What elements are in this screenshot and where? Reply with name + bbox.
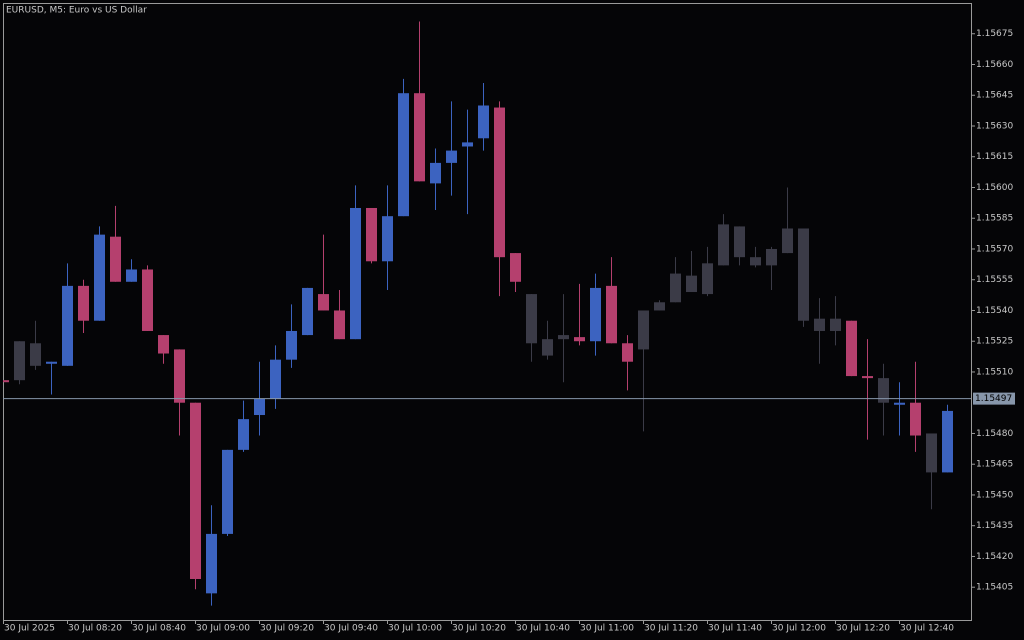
y-tick-label: 1.15585	[976, 214, 1013, 224]
candle-body	[478, 105, 489, 139]
y-tick-label: 1.15405	[976, 583, 1013, 593]
y-tick-label: 1.15555	[976, 275, 1013, 285]
candle-body	[206, 533, 217, 594]
candle-body	[910, 402, 921, 436]
y-tick-label: 1.15615	[976, 152, 1013, 162]
x-tick-label: 30 Jul 11:20	[644, 624, 698, 634]
candle-body	[286, 330, 297, 360]
candle-body	[94, 234, 105, 321]
x-tick-label: 30 Jul 10:20	[452, 624, 506, 634]
candle-body	[446, 150, 457, 163]
candle-body	[174, 349, 185, 403]
candle-body	[142, 269, 153, 331]
candle-body	[222, 449, 233, 534]
plot-border	[3, 3, 972, 621]
candle-body	[62, 285, 73, 366]
candle-body	[398, 93, 409, 217]
candle-body	[686, 275, 697, 293]
candle-body	[638, 310, 649, 350]
x-tick-label: 30 Jul 12:20	[836, 624, 890, 634]
candle-body	[110, 236, 121, 282]
candle-body	[830, 318, 841, 331]
candle-body	[46, 361, 57, 364]
candle-body	[814, 318, 825, 331]
current-price-label: 1.15497	[975, 394, 1012, 404]
candle-body	[366, 207, 377, 262]
y-tick-label: 1.15675	[976, 29, 1013, 39]
candle-body	[302, 287, 313, 336]
y-tick-label: 1.15465	[976, 460, 1013, 470]
candle-body	[350, 207, 361, 340]
candle-body	[894, 402, 905, 405]
candle-body	[494, 107, 505, 258]
x-tick-label: 30 Jul 12:00	[772, 624, 826, 634]
x-tick-label: 30 Jul 2025	[4, 624, 55, 634]
candle-body	[702, 263, 713, 295]
candle-body	[734, 226, 745, 258]
candle-body	[462, 142, 473, 147]
candle-body	[382, 216, 393, 262]
candle-body	[270, 359, 281, 399]
y-tick-label: 1.15420	[976, 552, 1013, 562]
candle-body	[526, 294, 537, 344]
candle-body	[126, 269, 137, 282]
candle-body	[30, 343, 41, 366]
candle-body	[558, 335, 569, 340]
candle-body	[414, 93, 425, 182]
candle-body	[4, 380, 9, 383]
candle-body	[254, 398, 265, 416]
y-tick-label: 1.15660	[976, 60, 1013, 70]
current-price-box	[973, 392, 1015, 405]
y-tick-label: 1.15600	[976, 183, 1013, 193]
candle-body	[590, 287, 601, 342]
y-tick-label: 1.15525	[976, 337, 1013, 347]
candle-body	[430, 162, 441, 184]
candle-body	[510, 253, 521, 282]
x-tick-label: 30 Jul 11:40	[708, 624, 762, 634]
y-tick-label: 1.15480	[976, 429, 1013, 439]
candle-body	[190, 402, 201, 580]
candle-body	[238, 419, 249, 450]
y-tick-label: 1.15630	[976, 121, 1013, 131]
candle-body	[766, 248, 777, 266]
candle-body	[942, 410, 953, 473]
candle-body	[862, 376, 873, 379]
candle-body	[926, 433, 937, 473]
candle-body	[14, 341, 25, 381]
x-tick-label: 30 Jul 10:00	[388, 624, 442, 634]
y-tick-label: 1.15645	[976, 91, 1013, 101]
candle-body	[622, 343, 633, 362]
x-tick-label: 30 Jul 11:00	[580, 624, 634, 634]
candle-body	[542, 339, 553, 356]
candle-body	[782, 228, 793, 254]
candle-body	[654, 302, 665, 311]
y-tick-label: 1.15510	[976, 367, 1013, 377]
candle-body	[878, 378, 889, 403]
x-tick-label: 30 Jul 08:40	[132, 624, 186, 634]
candle-body	[78, 285, 89, 321]
candle-body	[158, 335, 169, 354]
x-tick-label: 30 Jul 09:00	[196, 624, 250, 634]
x-tick-label: 30 Jul 10:40	[516, 624, 570, 634]
y-tick-label: 1.15540	[976, 306, 1013, 316]
candle-body	[334, 310, 345, 340]
x-tick-label: 30 Jul 08:20	[68, 624, 122, 634]
x-tick-label: 30 Jul 12:40	[900, 624, 954, 634]
candle-body	[846, 320, 857, 377]
chart-title: EURUSD, M5: Euro vs US Dollar	[6, 6, 147, 16]
y-tick-label: 1.15450	[976, 490, 1013, 500]
x-tick-label: 30 Jul 09:40	[324, 624, 378, 634]
x-tick-label: 30 Jul 09:20	[260, 624, 314, 634]
candle-body	[318, 294, 329, 311]
candle-body	[750, 257, 761, 266]
candle-body	[718, 224, 729, 266]
candle-body	[670, 273, 681, 303]
candle-body	[606, 285, 617, 344]
candle-body	[798, 228, 809, 321]
y-tick-label: 1.15435	[976, 521, 1013, 531]
candle-body	[574, 337, 585, 342]
y-tick-label: 1.15570	[976, 244, 1013, 254]
